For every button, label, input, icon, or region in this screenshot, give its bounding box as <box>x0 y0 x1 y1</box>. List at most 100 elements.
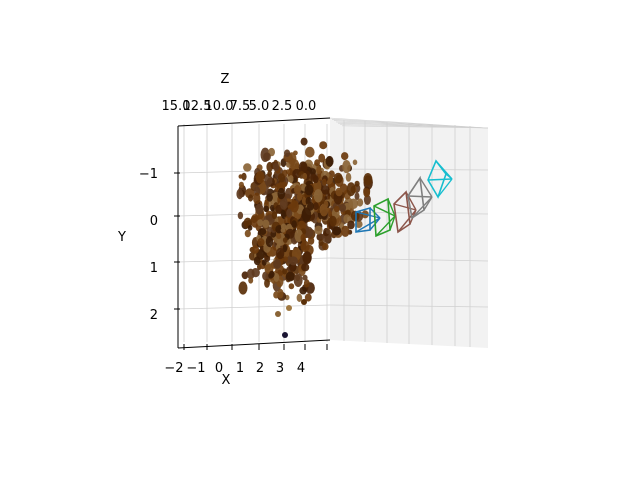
point <box>294 185 301 195</box>
point <box>289 256 298 266</box>
camera-frustum-edge <box>375 215 396 237</box>
point <box>354 180 360 187</box>
point <box>316 233 325 241</box>
point <box>264 278 270 288</box>
point <box>282 244 288 253</box>
x-axis-line <box>177 339 331 349</box>
point <box>319 204 328 217</box>
point <box>301 207 312 222</box>
point <box>248 277 254 284</box>
point <box>243 163 252 172</box>
point <box>251 245 259 254</box>
point <box>286 208 293 218</box>
x-tick-label: 4 <box>297 361 305 376</box>
camera-frustum-edge <box>419 177 433 198</box>
point <box>265 236 274 248</box>
point <box>275 311 281 317</box>
camera-frustum-edge <box>437 178 453 198</box>
point <box>318 153 326 163</box>
point <box>316 165 322 175</box>
point <box>318 239 324 247</box>
point <box>302 172 308 180</box>
point <box>333 205 340 213</box>
point <box>276 247 285 260</box>
point <box>273 272 280 282</box>
point <box>355 220 363 228</box>
point <box>314 225 323 235</box>
point <box>332 226 342 236</box>
point <box>325 155 334 167</box>
point <box>280 209 286 218</box>
point <box>319 141 328 150</box>
point <box>322 242 329 251</box>
point <box>302 274 308 281</box>
point <box>284 149 291 157</box>
point <box>251 268 260 278</box>
point <box>309 168 316 176</box>
point <box>280 223 287 230</box>
point <box>289 200 299 213</box>
point <box>310 173 317 182</box>
camera-frustum-edge <box>405 191 417 211</box>
camera-frustum-edge <box>445 173 453 180</box>
point <box>304 226 314 239</box>
point <box>273 291 279 299</box>
point <box>293 273 303 288</box>
point <box>307 236 315 245</box>
z-tick-label: 12.5 <box>183 99 212 114</box>
z-tick-label: 10.0 <box>205 99 234 114</box>
point <box>322 178 327 186</box>
point <box>304 293 312 302</box>
x-tick-label: 3 <box>276 361 284 376</box>
point <box>247 225 253 231</box>
camera-frustum-edge <box>355 211 381 219</box>
point <box>288 175 294 184</box>
camera-frustum-edge <box>355 217 381 233</box>
point <box>342 160 351 174</box>
grid-line-top <box>341 125 489 129</box>
point <box>237 211 244 220</box>
point <box>282 181 288 187</box>
z-axis-label: Z <box>221 72 230 87</box>
point <box>273 259 282 269</box>
camera-frustum-edge <box>373 205 396 217</box>
point <box>313 189 323 203</box>
z-axis-line <box>177 117 331 127</box>
point <box>269 270 275 278</box>
point <box>255 203 264 215</box>
point <box>271 211 278 220</box>
point <box>255 170 265 184</box>
point <box>341 152 349 161</box>
point <box>253 192 261 204</box>
point <box>300 137 308 146</box>
point <box>238 281 248 295</box>
point <box>333 172 343 184</box>
point <box>343 214 351 224</box>
point <box>253 256 261 266</box>
point <box>303 279 310 288</box>
camera-frustums <box>355 159 453 238</box>
point-cloud <box>236 137 373 338</box>
point <box>241 172 247 181</box>
point <box>257 219 264 227</box>
point <box>296 192 303 201</box>
point <box>304 184 314 196</box>
point <box>341 225 350 237</box>
point <box>347 220 355 230</box>
point <box>305 146 315 158</box>
x-tick-label: −2 <box>164 361 183 376</box>
camera-frustum-edge <box>411 196 433 219</box>
point <box>277 187 286 200</box>
point <box>314 159 320 167</box>
point <box>338 203 347 213</box>
camera-frustum-edge <box>387 198 396 217</box>
point <box>300 233 306 243</box>
z-tick-label: 0.0 <box>296 99 317 114</box>
point <box>299 286 307 295</box>
z-tick-label: 15.0 <box>162 99 191 114</box>
z-tick-label: 2.5 <box>272 99 293 114</box>
point <box>238 174 243 179</box>
point <box>313 202 319 211</box>
